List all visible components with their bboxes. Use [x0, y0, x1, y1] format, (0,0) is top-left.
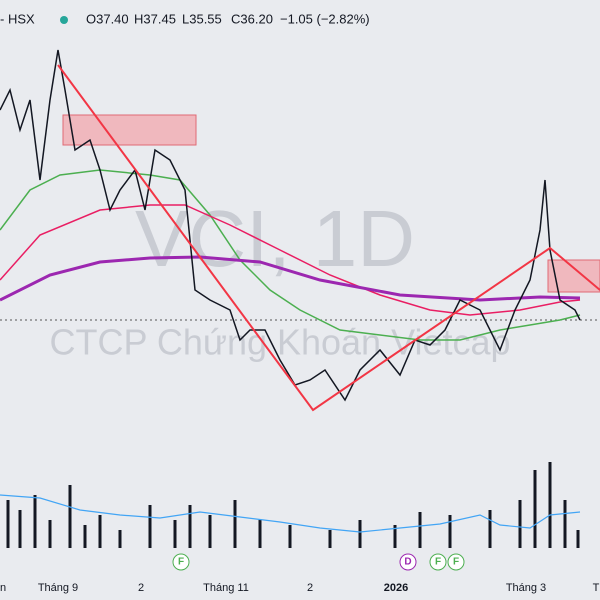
- low: L35.55: [182, 11, 222, 26]
- price: [0, 49, 581, 402]
- volume: [6, 462, 580, 548]
- event-label: F: [435, 557, 441, 568]
- high: H37.45: [134, 11, 176, 26]
- event-label: D: [404, 557, 411, 568]
- ma-green: [0, 169, 581, 341]
- x-axis-label: 2: [307, 582, 313, 594]
- status-dot: [60, 16, 68, 24]
- x-axis-label: Tháng 9: [38, 582, 78, 594]
- x-axis-label: 2: [138, 582, 144, 594]
- x-axis-label: n: [0, 582, 6, 594]
- open: O37.40: [86, 11, 129, 26]
- ma-red: [0, 204, 581, 316]
- zone: [62, 114, 197, 146]
- x-axis-label: T: [593, 582, 600, 594]
- event-badge[interactable]: [429, 553, 447, 571]
- watermark-subtitle: CTCP Chứng Khoán Vietcap: [49, 322, 510, 363]
- change: −1.05 (−2.82%): [280, 11, 370, 26]
- event-label: F: [453, 557, 459, 568]
- header-bar: [0, 0, 600, 40]
- x-axis-label: 2026: [384, 582, 408, 594]
- x-axis-label: Tháng 11: [203, 582, 249, 594]
- volume-ma: [0, 494, 581, 533]
- watermark-title: VCI, 1D: [135, 194, 415, 283]
- event-badge[interactable]: [399, 553, 417, 571]
- event-label: F: [178, 557, 184, 568]
- symbol: - HSX: [0, 11, 35, 26]
- zigzag: [57, 64, 600, 412]
- event-badge[interactable]: [172, 553, 190, 571]
- event-badge[interactable]: [447, 553, 465, 571]
- ma-purple: [0, 255, 581, 302]
- x-axis-label: Tháng 3: [506, 582, 546, 594]
- events: F D F F: [172, 553, 465, 571]
- close: C36.20: [231, 11, 273, 26]
